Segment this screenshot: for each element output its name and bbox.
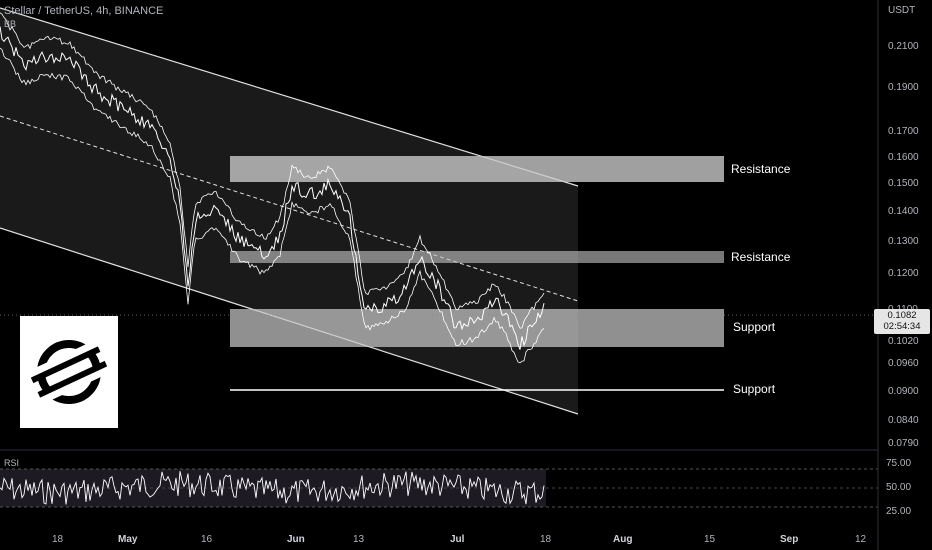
bb-lower-line[interactable] [0, 47, 545, 364]
price-tick: 0.1900 [888, 82, 919, 93]
bar-countdown: 02:54:34 [883, 321, 921, 332]
price-tick: 0.0960 [888, 358, 919, 369]
support-label-lower: Support [733, 382, 776, 396]
indicator-label[interactable]: BB [4, 19, 17, 29]
time-tick: 18 [52, 534, 64, 545]
price-tick: 0.1500 [888, 178, 919, 189]
price-tick: 0.0840 [888, 415, 919, 426]
time-tick: 16 [201, 534, 213, 545]
time-tick: 15 [704, 534, 716, 545]
price-tick: 0.1600 [888, 152, 919, 163]
price-tick: 0.2100 [888, 41, 919, 52]
time-tick: 13 [353, 534, 365, 545]
resistance-zone-upper[interactable] [230, 156, 724, 182]
rsi-label[interactable]: RSI [4, 458, 20, 468]
price-tick: 0.1300 [888, 236, 919, 247]
time-tick: Sep [780, 534, 799, 545]
rsi-tick: 50.00 [886, 482, 912, 493]
channel-mid-line[interactable] [0, 115, 579, 302]
price-tick: 0.0900 [888, 386, 919, 397]
stellar-logo-icon [20, 316, 118, 428]
current-price-value: 0.1082 [887, 310, 917, 321]
symbol-title[interactable]: Stellar / TetherUS, 4h, BINANCE [4, 5, 164, 17]
price-tick: 0.0790 [888, 438, 919, 449]
support-label-upper: Support [733, 320, 776, 334]
resistance-label-lower: Resistance [731, 250, 791, 264]
time-tick: Aug [613, 534, 633, 545]
time-tick: Jun [287, 534, 305, 545]
price-unit: USDT [888, 5, 916, 16]
price-tick: 0.1020 [888, 336, 919, 347]
time-tick: May [118, 534, 138, 545]
time-tick: 12 [855, 534, 867, 545]
bb-upper-line[interactable] [0, 12, 545, 329]
resistance-zone-lower[interactable] [230, 251, 724, 263]
price-tick: 0.1400 [888, 206, 919, 217]
price-tick: 0.1700 [888, 126, 919, 137]
rsi-tick: 75.00 [886, 458, 912, 469]
current-price-badge: 0.1082 02:54:34 [874, 309, 930, 334]
time-tick: Jul [450, 534, 465, 545]
rsi-line[interactable] [0, 471, 545, 505]
price-line[interactable] [0, 26, 545, 350]
time-tick: 18 [540, 534, 552, 545]
resistance-label-upper: Resistance [731, 162, 791, 176]
rsi-tick: 25.00 [886, 506, 912, 517]
price-tick: 0.1200 [888, 268, 919, 279]
